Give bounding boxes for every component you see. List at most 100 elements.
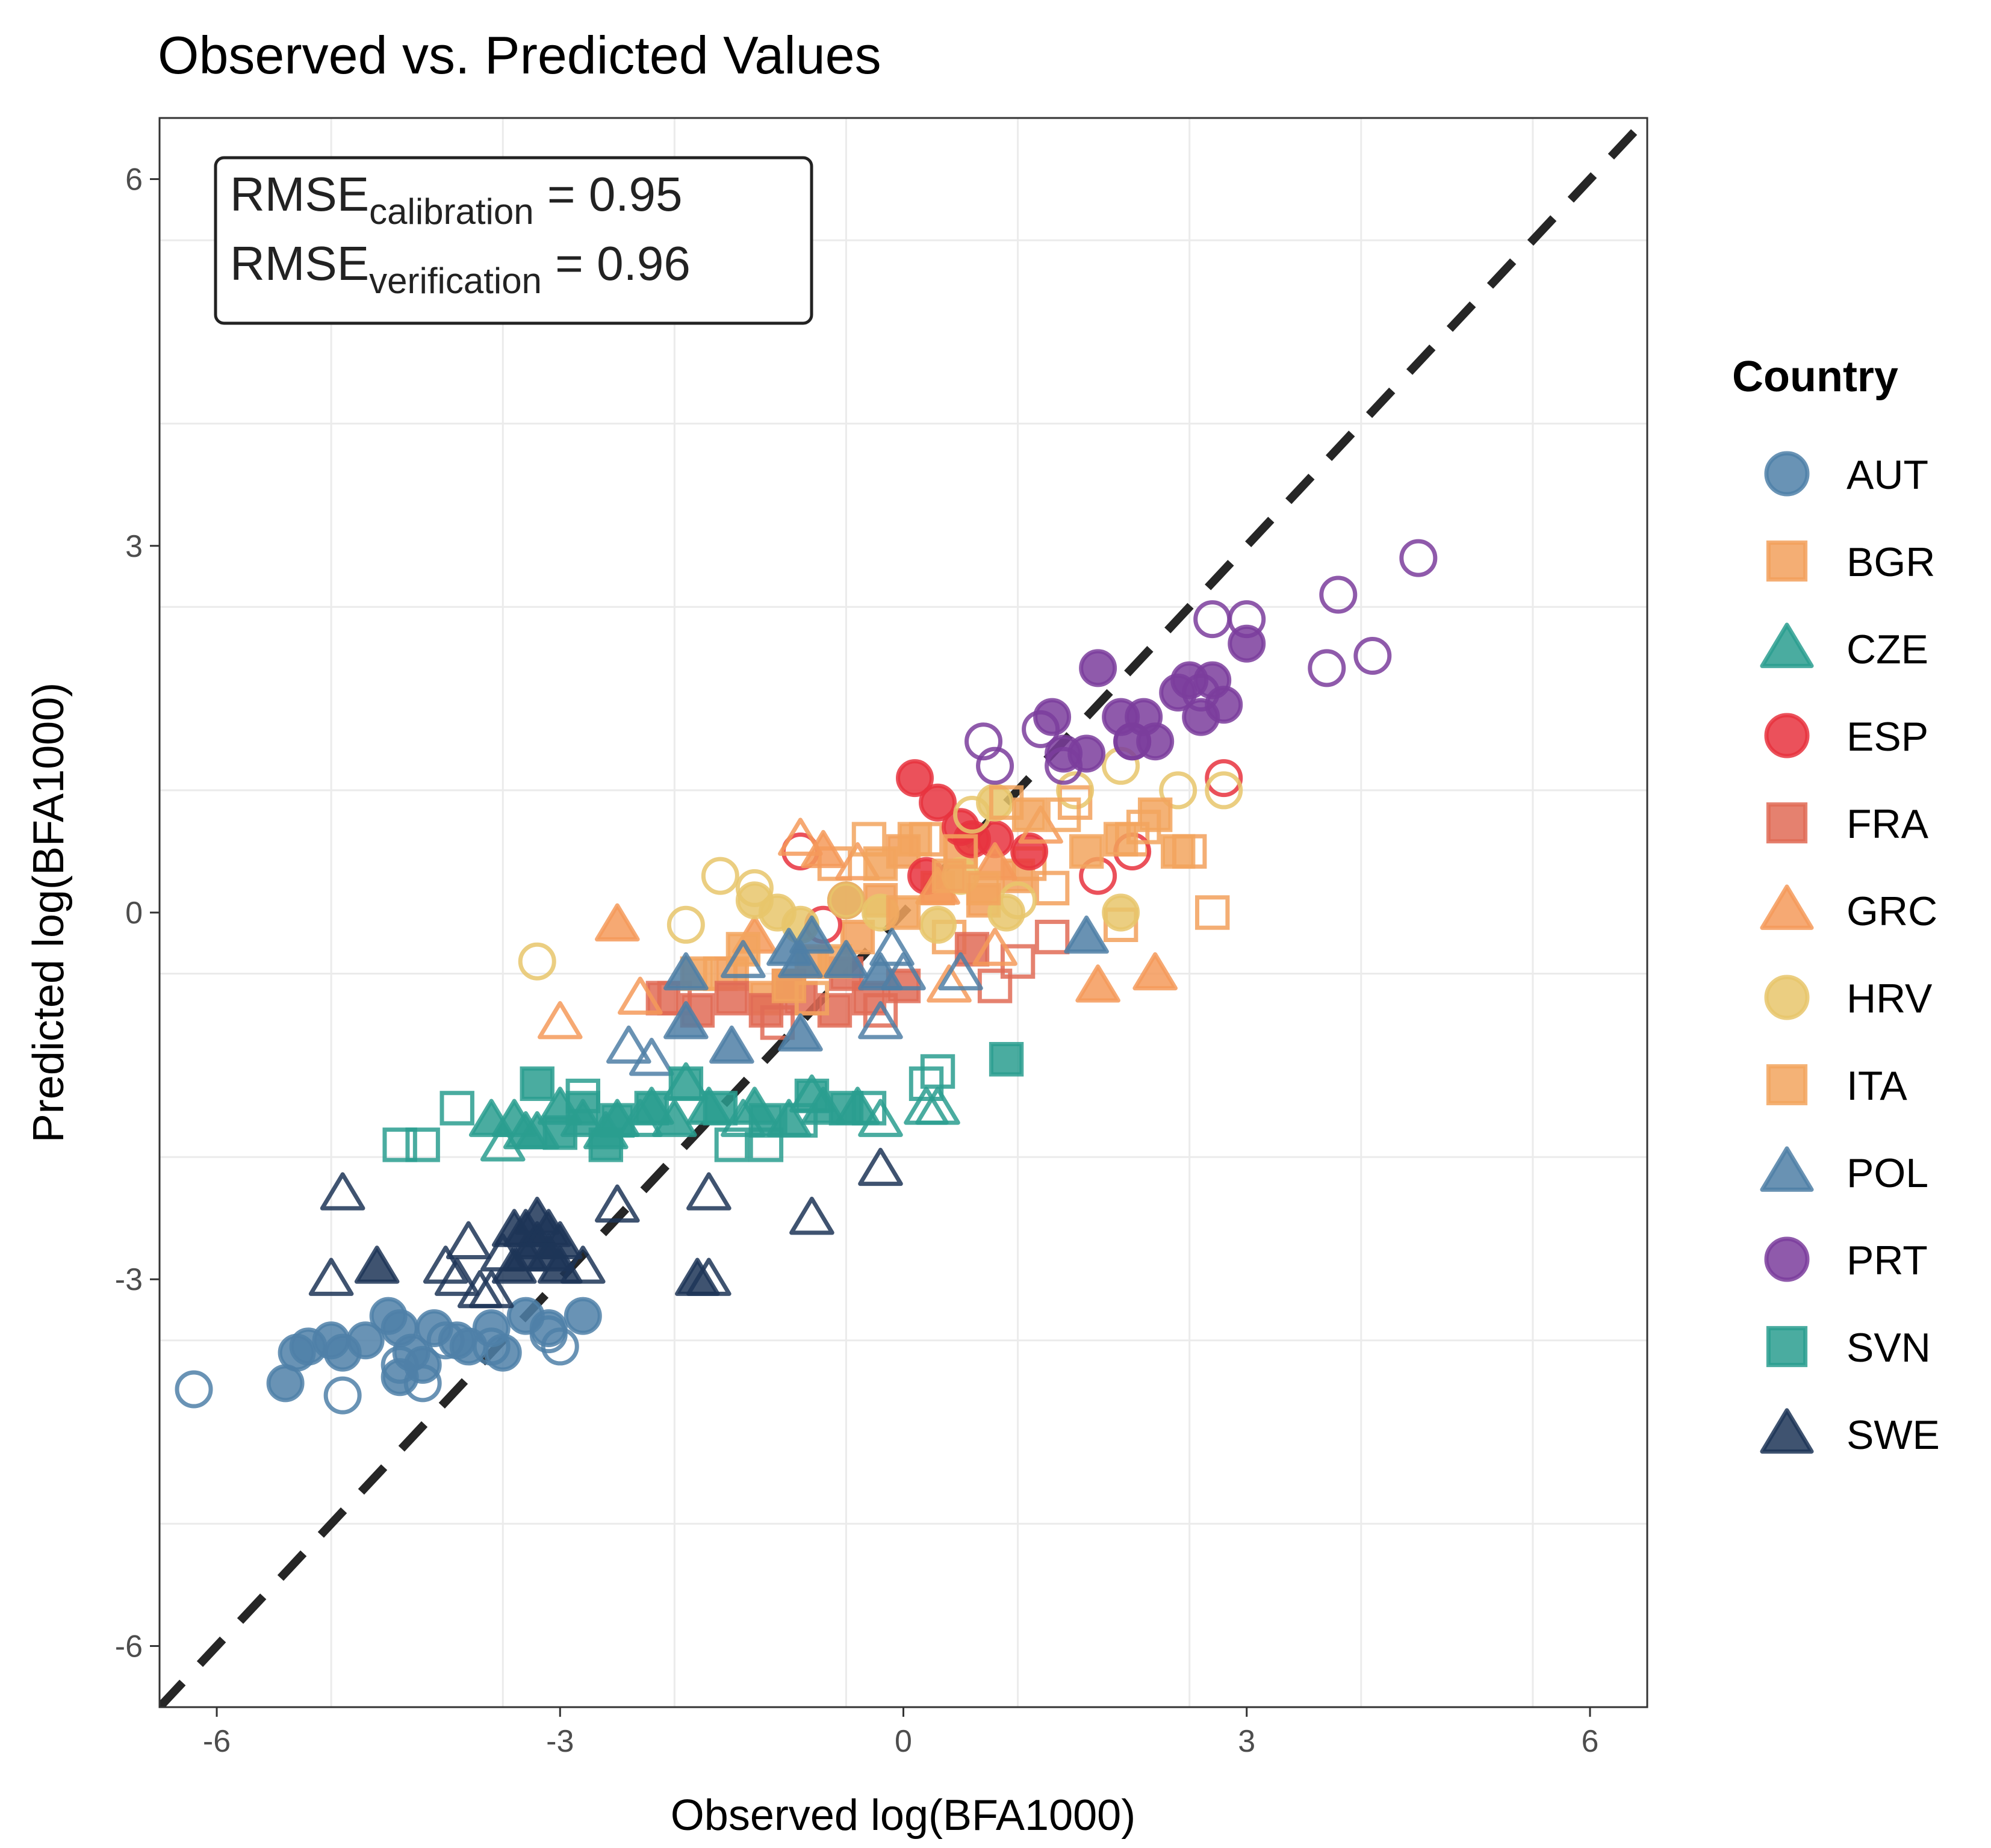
x-axis-label: Observed log(BFA1000) xyxy=(671,1791,1135,1840)
point-pol-verification xyxy=(869,928,915,966)
point-pol-verification xyxy=(938,952,983,991)
point-ita-verification xyxy=(1126,810,1161,845)
legend-item-grc: GRC xyxy=(1760,884,1937,934)
point-grc-verification xyxy=(618,976,663,1015)
point-hrv-verification xyxy=(1205,771,1243,810)
point-swe-verification xyxy=(858,1147,903,1186)
legend-marker-esp xyxy=(1764,713,1810,758)
point-swe-verification xyxy=(480,1233,526,1272)
point-pol-calibration xyxy=(858,952,903,991)
rmse-verification-value: = 0.96 xyxy=(542,237,691,290)
point-aut-verification xyxy=(403,1364,442,1403)
point-pol-verification xyxy=(858,1001,903,1040)
legend-item-aut: AUT xyxy=(1764,451,1928,498)
point-grc-calibration xyxy=(594,903,640,941)
point-prt-verification xyxy=(976,746,1014,785)
point-prt-verification xyxy=(1022,710,1060,748)
point-svn-calibration xyxy=(989,1041,1024,1077)
point-swe-calibration xyxy=(537,1245,583,1284)
legend-label-svn: SVN xyxy=(1847,1325,1931,1371)
point-swe-calibration xyxy=(354,1245,400,1284)
point-aut-verification xyxy=(380,1345,419,1384)
legend-item-fra: FRA xyxy=(1766,801,1929,847)
point-fra-verification xyxy=(760,1005,795,1040)
point-aut-calibration xyxy=(380,1358,419,1397)
rmse-verification: RMSEverification = 0.96 xyxy=(230,237,691,301)
point-svn-verification xyxy=(851,1091,887,1126)
point-cze-calibration xyxy=(503,1111,548,1150)
legend-item-svn: SVN xyxy=(1766,1325,1931,1371)
point-grc-calibration xyxy=(1075,964,1120,1003)
legend-marker-grc xyxy=(1760,884,1814,930)
point-aut-verification xyxy=(175,1370,213,1409)
legend-label-esp: ESP xyxy=(1847,714,1928,760)
point-pol-calibration xyxy=(1064,915,1109,954)
legend-item-esp: ESP xyxy=(1764,713,1928,760)
point-grc-verification xyxy=(537,1001,583,1040)
point-swe-verification xyxy=(789,1196,834,1235)
point-svn-calibration xyxy=(634,1091,669,1126)
point-prt-verification xyxy=(1319,575,1358,614)
point-ita-calibration xyxy=(886,895,921,930)
point-ita-calibration xyxy=(897,822,933,857)
legend-title: Country xyxy=(1732,353,1898,401)
point-prt-verification xyxy=(1045,746,1083,785)
point-svn-verification xyxy=(565,1078,600,1114)
legend-label-swe: SWE xyxy=(1847,1412,1940,1458)
x-tick-label: 3 xyxy=(1238,1724,1255,1759)
legend-label-hrv: HRV xyxy=(1847,976,1933,1022)
point-grc-calibration xyxy=(801,829,846,869)
point-ita-calibration xyxy=(1011,797,1047,833)
point-ita-verification xyxy=(943,834,978,869)
y-axis-label: Predicted log(BFA1000) xyxy=(25,683,73,1143)
legend-item-cze: CZE xyxy=(1760,622,1928,672)
point-swe-verification xyxy=(308,1257,354,1296)
point-grc-calibration xyxy=(1132,952,1178,991)
point-prt-verification xyxy=(1228,600,1266,639)
point-svn-calibration xyxy=(542,1115,577,1150)
point-aut-verification xyxy=(323,1376,362,1415)
point-swe-calibration xyxy=(491,1245,537,1284)
point-pol-calibration xyxy=(778,940,823,978)
rmse-calibration-sub: calibration xyxy=(369,191,534,232)
point-prt-verification xyxy=(964,722,1003,761)
point-swe-verification xyxy=(434,1257,480,1296)
legend-label-aut: AUT xyxy=(1847,452,1928,498)
point-svn-verification xyxy=(748,1127,784,1162)
point-svn-calibration xyxy=(703,1091,738,1126)
point-aut-verification xyxy=(472,1327,511,1366)
legend-item-prt: PRT xyxy=(1764,1236,1928,1283)
point-prt-verification xyxy=(1182,673,1220,712)
point-svn-calibration xyxy=(588,1127,623,1162)
point-svn-verification xyxy=(909,1066,944,1102)
point-grc-verification xyxy=(927,964,972,1003)
rmse-calibration-base: RMSE xyxy=(230,167,369,221)
point-svn-calibration xyxy=(520,1066,554,1102)
point-aut-calibration xyxy=(564,1297,602,1335)
x-tick-label: -6 xyxy=(203,1724,231,1759)
y-tick-label: 0 xyxy=(125,896,143,931)
series-svn xyxy=(382,1041,1024,1162)
point-aut-calibration xyxy=(346,1321,385,1360)
point-grc-verification xyxy=(972,928,1017,966)
point-swe-calibration xyxy=(526,1209,571,1247)
point-swe-verification xyxy=(446,1221,491,1259)
point-hrv-verification xyxy=(518,942,556,981)
point-cze-verification xyxy=(915,1087,960,1125)
point-prt-calibration xyxy=(1079,649,1117,687)
series-grc xyxy=(537,805,1178,1040)
legend-marker-bgr xyxy=(1766,540,1808,582)
legend-marker-cze xyxy=(1760,622,1814,668)
rmse-verification-base: RMSE xyxy=(230,237,369,290)
point-pol-calibration xyxy=(778,1013,823,1052)
point-hrv-calibration xyxy=(919,905,957,944)
point-hrv-verification xyxy=(735,869,774,907)
point-ita-calibration xyxy=(1137,797,1173,833)
point-prt-verification xyxy=(1308,649,1346,687)
point-svn-calibration xyxy=(668,1066,704,1102)
series-swe xyxy=(308,1147,903,1309)
x-tick-label: -3 xyxy=(546,1724,574,1759)
legend-label-ita: ITA xyxy=(1847,1063,1907,1109)
point-pol-calibration xyxy=(663,952,709,991)
